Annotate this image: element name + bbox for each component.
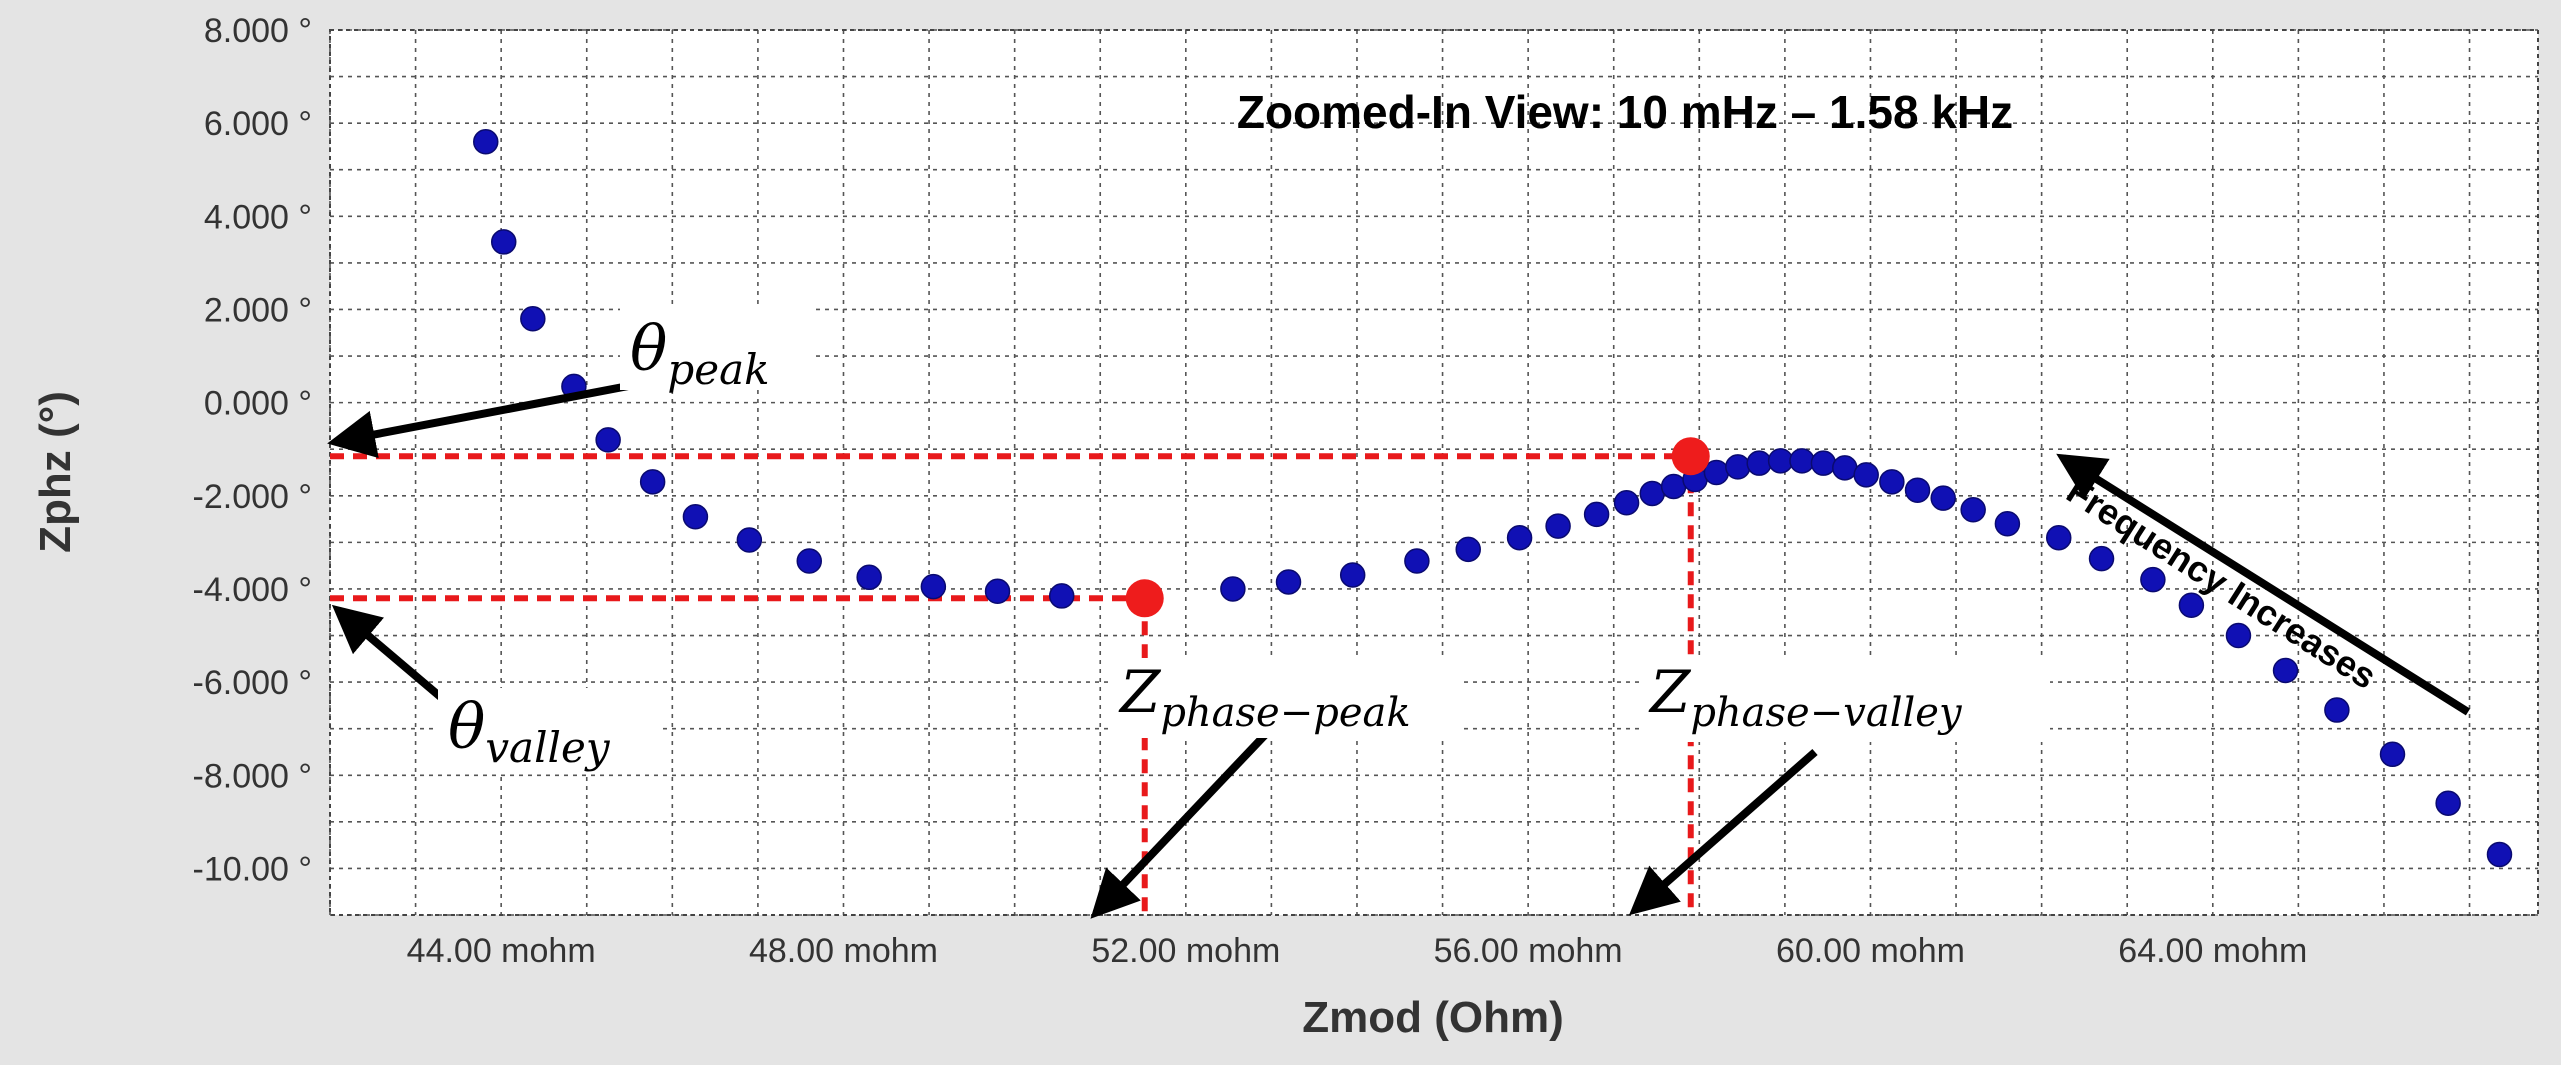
data-point (1879, 469, 1905, 495)
theta-valley-label-bg (438, 688, 658, 773)
data-point (2435, 790, 2461, 816)
y-tick-label: 4.000 ° (204, 198, 312, 236)
y-tick-label: 8.000 ° (204, 12, 312, 50)
data-point (1930, 485, 1956, 511)
data-point (2272, 657, 2299, 684)
y-tick-label: 6.000 ° (204, 105, 312, 143)
frequency-arrow (2056, 453, 2471, 716)
data-point (595, 427, 621, 453)
data-point (520, 306, 546, 332)
y-axis-title: Zphz (°) (31, 391, 80, 553)
x-tick-label: 60.00 mohm (1776, 932, 1965, 970)
z-valley-label-bg (1640, 660, 2050, 742)
y-tick-label: -2.000 ° (193, 478, 312, 516)
data-points (473, 129, 2513, 868)
x-tick-labels: 44.00 mohm 48.00 mohm 52.00 mohm 56.00 mohm… (407, 932, 2308, 970)
y-tick-label: 0.000 ° (204, 385, 312, 423)
data-point (2178, 592, 2205, 618)
highlighted-point (1671, 437, 1710, 476)
data-point (1994, 510, 2021, 537)
plot-border (329, 29, 2539, 916)
data-point (473, 129, 499, 155)
z-phase-peak-arrow (1090, 732, 1268, 919)
y-tick-label: -4.000 ° (193, 571, 312, 609)
y-tick-label: 2.000 ° (204, 291, 312, 329)
y-tick-label: -10.00 ° (193, 850, 312, 888)
y-tick-label: -8.000 ° (193, 757, 312, 795)
data-point (1789, 448, 1815, 474)
y-tick-labels: 8.000 ° 6.000 ° 4.000 ° 2.000 ° 0.000 ° -2.00… (193, 12, 312, 888)
data-point (2486, 841, 2513, 868)
x-tick-label: 52.00 mohm (1091, 932, 1280, 970)
data-point (2045, 524, 2072, 551)
theta-peak-arrow (327, 376, 661, 459)
data-point (1660, 473, 1687, 500)
data-point (682, 504, 709, 530)
data-point (1767, 448, 1794, 474)
data-point (1639, 480, 1665, 507)
data-point (920, 573, 947, 600)
x-axis-title: Zmod (Ohm) (1302, 993, 1564, 1042)
theta-peak-label: θpeak (630, 312, 770, 394)
z-peak-label-bg (1112, 658, 1464, 738)
data-point (796, 548, 823, 574)
data-point (2225, 622, 2252, 649)
x-tick-label: 64.00 mohm (2118, 932, 2307, 970)
chart-title: Zoomed-In View: 10 mHz – 1.58 kHz (1237, 86, 2013, 138)
x-tick-label: 44.00 mohm (407, 932, 596, 970)
data-point (736, 527, 763, 553)
plot-area (330, 30, 2538, 915)
highlighted-point (1125, 579, 1164, 618)
data-point (1545, 513, 1571, 539)
theta-valley-arrow (331, 604, 453, 709)
data-point (2140, 566, 2166, 593)
data-point (1048, 583, 1075, 609)
data-point (1275, 569, 1302, 595)
data-point (1832, 455, 1858, 481)
theta-peak-label-bg (620, 305, 815, 390)
data-point (1613, 490, 1640, 516)
data-point (1960, 497, 1986, 523)
z-phase-valley-label: Zphase−valley (1648, 658, 1963, 736)
x-tick-label: 48.00 mohm (749, 932, 938, 970)
data-point (2088, 545, 2115, 572)
data-point (2379, 741, 2406, 768)
data-point (639, 469, 666, 495)
data-point (1746, 450, 1772, 476)
theta-valley-label: θvalley (448, 690, 611, 772)
grid-lines (329, 29, 2538, 916)
data-point (1904, 477, 1931, 503)
z-phase-valley-arrow (1628, 748, 1818, 916)
data-point (1506, 524, 1533, 551)
data-point (1810, 450, 1837, 476)
data-point (1583, 501, 1610, 528)
data-point (490, 229, 517, 255)
data-point (1725, 454, 1751, 480)
highlighted-points (1125, 437, 1710, 618)
data-point (1339, 562, 1366, 588)
data-point (984, 578, 1011, 605)
data-point (1853, 462, 1879, 488)
data-point (1404, 548, 1430, 574)
z-phase-peak-label: Zphase−peak (1118, 658, 1411, 736)
data-point (2324, 697, 2350, 723)
data-point (1220, 576, 1246, 602)
data-point (856, 564, 882, 591)
y-tick-label: -6.000 ° (193, 664, 312, 702)
data-point (1455, 536, 1481, 563)
x-tick-label: 56.00 mohm (1434, 932, 1623, 970)
